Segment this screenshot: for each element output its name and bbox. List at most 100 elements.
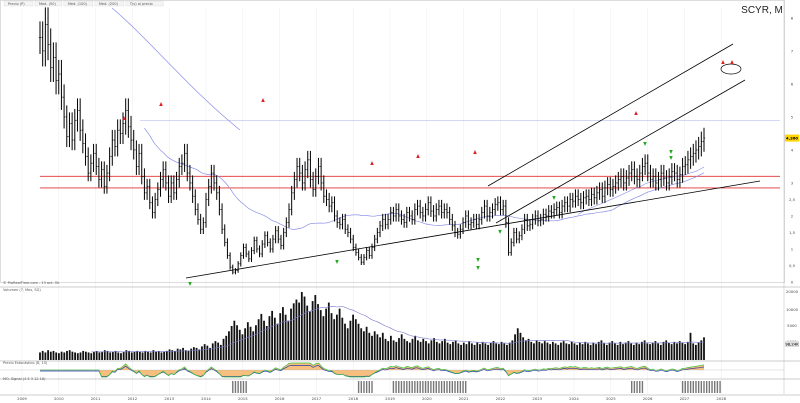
y-tick-3: 5 [791, 114, 794, 119]
volume-bar-51 [176, 348, 179, 360]
price-bar-78 [247, 250, 251, 262]
volume-bar-88 [276, 323, 279, 360]
volume-bar-28 [114, 350, 117, 360]
volume-bar-55 [187, 350, 190, 360]
vol-last-label: 98,24K [785, 342, 799, 347]
price-bar-18 [86, 147, 90, 182]
volume-bar-137 [408, 342, 411, 360]
volume-bar-113 [344, 323, 346, 360]
volume-bar-19 [90, 353, 93, 360]
red-arrow-1 [159, 102, 163, 106]
volume-bar-93 [290, 308, 292, 360]
volume-bar-119 [360, 328, 363, 360]
volume-bar-80 [255, 325, 257, 360]
price-bar-220 [627, 164, 631, 186]
green-arrow-1 [335, 260, 339, 264]
vol-y-tick-1: 10000 [786, 307, 799, 312]
volume-bar-40 [147, 351, 149, 360]
volume-bar-226 [649, 344, 651, 360]
volume-bar-183 [533, 343, 535, 360]
volume-bar-194 [562, 341, 565, 360]
price-bar-48 [167, 175, 170, 203]
signal-panel [232, 381, 721, 393]
volume-bar-25 [106, 350, 109, 360]
volume-bar-72 [233, 320, 236, 360]
price-bar-165 [480, 206, 483, 225]
price-bar-133 [394, 203, 398, 222]
toolbar-legend[interactable]: Precio (P) Med. (50) Med. (100) Med. (200) T… [3, 0, 164, 7]
price-bar-196 [563, 196, 566, 213]
red-arrow-4 [416, 154, 420, 158]
price-bar-47 [164, 161, 168, 191]
price-bar-161 [469, 217, 473, 230]
price-bar-189 [544, 208, 548, 222]
price-bar-23 [100, 161, 103, 188]
toolbar-chip-4 [125, 0, 164, 7]
volume-bar-75 [241, 334, 244, 360]
volume-bar-92 [287, 320, 290, 360]
price-bar-239 [678, 166, 682, 188]
volume-bar-20 [93, 351, 95, 360]
volume-bar-81 [257, 319, 260, 360]
y-tick-11: 0,5 [789, 263, 796, 268]
volume-bar-96 [298, 302, 301, 360]
volume-bar-53 [182, 347, 184, 360]
x-tick-2025: 2025 [606, 396, 616, 401]
volume-bar-142 [422, 338, 425, 360]
volume-bar-161 [473, 344, 476, 360]
green-arrow-4 [498, 230, 502, 234]
volume-bar-59 [198, 349, 201, 360]
volume-bar-143 [425, 341, 427, 360]
volume-bar-77 [246, 322, 249, 360]
volume-bar-90 [282, 307, 284, 360]
volume-bar-172 [503, 343, 506, 360]
price-bar-232 [659, 164, 663, 188]
volume-bar-35 [133, 351, 136, 360]
price-bar-186 [536, 210, 540, 227]
price-bar-188 [542, 208, 545, 225]
volume-bar-217 [624, 342, 627, 360]
price-bar-214 [611, 178, 615, 197]
volume-bar-36 [136, 350, 139, 360]
toolbar-chip-label-4: T(s) al precio [129, 2, 153, 6]
price-bar-85 [266, 231, 269, 247]
volume-bar-38 [141, 352, 144, 360]
source-label: © ProRealTime.com - 13 oct. Ok [3, 281, 60, 285]
volume-bar-47 [165, 350, 168, 360]
volume-bar-70 [228, 331, 230, 360]
volume-bar-237 [678, 341, 681, 360]
volume-bar-162 [476, 342, 479, 360]
price-bar-174 [504, 199, 508, 228]
price-bar-61 [202, 217, 205, 235]
price-bar-16 [81, 119, 85, 154]
price-bar-235 [667, 168, 671, 191]
x-tick-2026: 2026 [643, 396, 653, 401]
price-bar-148 [435, 203, 438, 222]
volume-bar-83 [263, 320, 265, 360]
price-bar-68 [220, 203, 224, 235]
volume-bar-27 [111, 351, 114, 360]
volume-bar-23 [101, 351, 103, 360]
price-bar-129 [384, 213, 387, 230]
price-bar-136 [402, 213, 406, 228]
price-bar-40 [145, 178, 149, 200]
volume-bar-173 [506, 344, 508, 360]
price-bar-121 [362, 254, 366, 266]
price-bar-69 [223, 224, 226, 247]
price-bar-162 [472, 213, 475, 228]
volume-bar-139 [414, 335, 417, 360]
price-bar-241 [684, 156, 687, 176]
price-bar-223 [635, 168, 639, 188]
price-bar-113 [341, 213, 344, 230]
signal-zone-4 [681, 381, 721, 393]
signal-zone-2 [392, 381, 467, 393]
volume-bar-94 [292, 303, 295, 360]
price-bar-195 [560, 199, 564, 219]
price-bar-145 [427, 196, 430, 216]
volume-bar-176 [514, 334, 516, 360]
price-bar-10 [65, 105, 68, 148]
red-arrow-2 [261, 98, 265, 102]
volume-bar-234 [670, 344, 673, 360]
price-bar-4 [49, 28, 52, 82]
